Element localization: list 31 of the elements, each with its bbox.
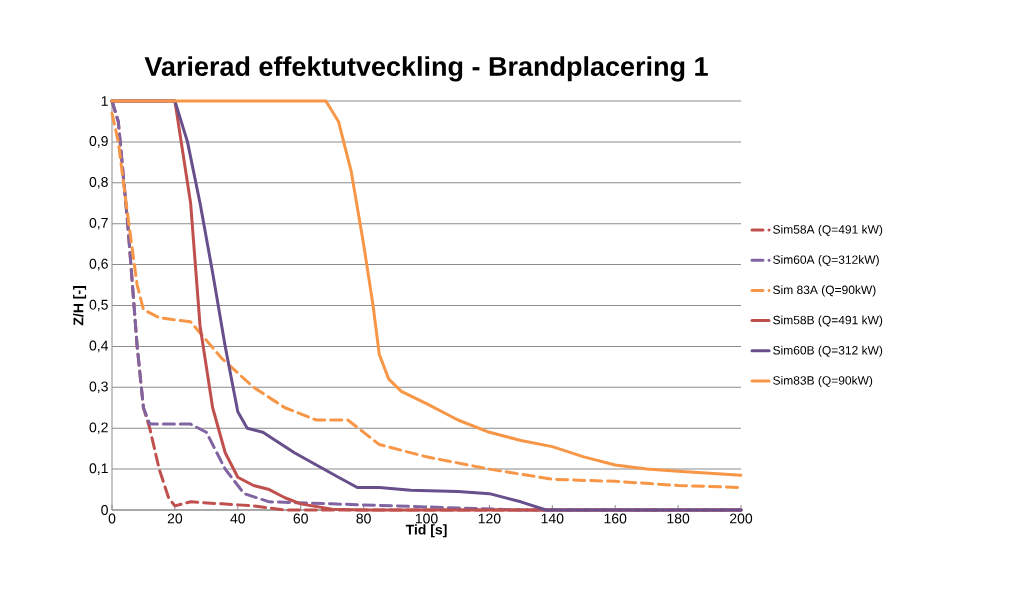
x-tick-label: 100 <box>415 513 438 524</box>
y-tick-label: 0 <box>101 505 108 515</box>
x-tick-label: 60 <box>293 513 308 524</box>
y-tick-label: 0,6 <box>89 258 108 271</box>
legend-label: Sim60A (Q=312kW) <box>773 255 879 267</box>
y-tick-label: 0,2 <box>89 422 108 434</box>
y-tick-label: 0,7 <box>89 217 108 230</box>
y-tick-label: 0,9 <box>89 136 108 148</box>
y-tick-label: 0,3 <box>89 381 108 394</box>
x-tick-label: 180 <box>667 513 690 524</box>
legend-label: Sim60B (Q=312 kW) <box>773 345 883 357</box>
y-tick-label: 0,1 <box>89 463 108 475</box>
legend-label: Sim58A (Q=491 kW) <box>773 224 883 237</box>
chart-title: Varierad effektutveckling - Brandplacering 1 <box>144 56 708 82</box>
y-tick-label: 0,5 <box>89 299 108 312</box>
legend-label: Sim83B (Q=90kW) <box>773 375 873 388</box>
x-tick-label: 20 <box>167 513 183 524</box>
legend-label: Sim 83A (Q=90kW) <box>773 285 876 297</box>
x-axis-title: Tid [s] <box>405 524 447 538</box>
legend-label: Sim58B (Q=491 kW) <box>773 315 883 327</box>
x-tick-label: 160 <box>604 513 627 524</box>
x-tick-label: 80 <box>356 513 371 524</box>
x-tick-label: 140 <box>541 513 564 524</box>
x-tick-label: 0 <box>108 513 116 524</box>
y-tick-label: 1 <box>101 96 108 106</box>
y-tick-label: 0,4 <box>89 340 109 353</box>
x-tick-label: 120 <box>478 513 501 524</box>
y-tick-label: 0,8 <box>89 177 108 189</box>
x-tick-label: 200 <box>730 513 753 524</box>
x-tick-label: 40 <box>230 513 246 524</box>
y-axis-title: Z/H [-] <box>73 286 87 326</box>
